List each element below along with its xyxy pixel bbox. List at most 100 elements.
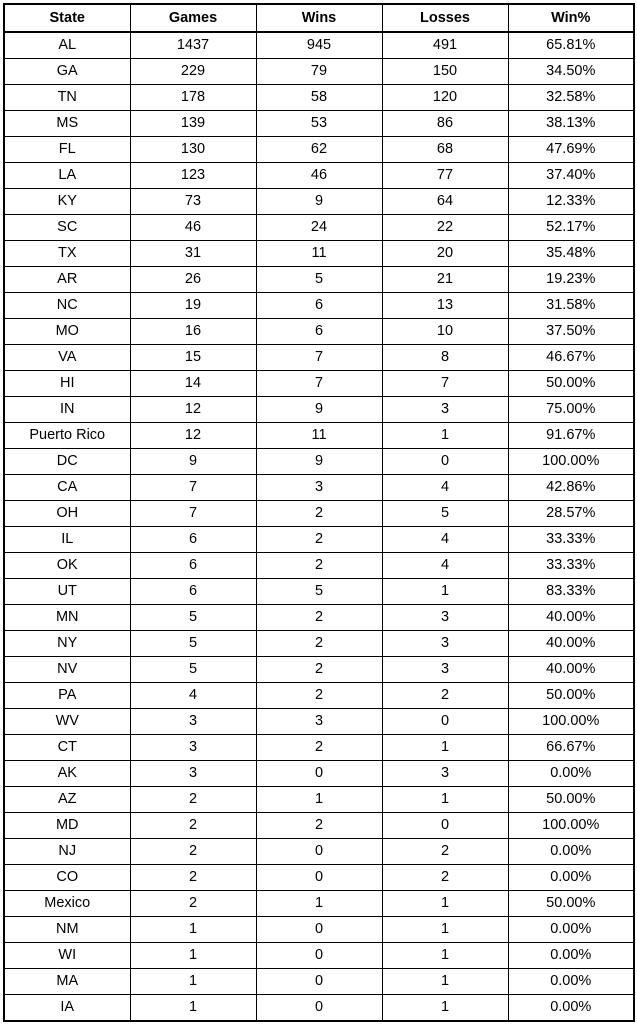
state-cell[interactable]: Mexico xyxy=(3,890,131,917)
games-cell[interactable]: 3 xyxy=(129,760,257,787)
header-games[interactable]: Games xyxy=(129,3,257,33)
games-cell[interactable]: 7 xyxy=(129,474,257,501)
state-cell[interactable]: CA xyxy=(3,474,131,501)
games-cell[interactable]: 19 xyxy=(129,292,257,319)
win-pct-cell[interactable]: 35.48% xyxy=(507,240,635,267)
wins-cell[interactable]: 2 xyxy=(255,604,383,631)
games-cell[interactable]: 4 xyxy=(129,682,257,709)
win-pct-cell[interactable]: 91.67% xyxy=(507,422,635,449)
win-pct-cell[interactable]: 83.33% xyxy=(507,578,635,605)
win-pct-cell[interactable]: 100.00% xyxy=(507,708,635,735)
wins-cell[interactable]: 0 xyxy=(255,916,383,943)
losses-cell[interactable]: 3 xyxy=(381,630,509,657)
win-pct-cell[interactable]: 0.00% xyxy=(507,916,635,943)
games-cell[interactable]: 130 xyxy=(129,136,257,163)
state-cell[interactable]: TX xyxy=(3,240,131,267)
losses-cell[interactable]: 1 xyxy=(381,916,509,943)
games-cell[interactable]: 1 xyxy=(129,942,257,969)
games-cell[interactable]: 2 xyxy=(129,890,257,917)
losses-cell[interactable]: 77 xyxy=(381,162,509,189)
state-cell[interactable]: UT xyxy=(3,578,131,605)
state-cell[interactable]: NJ xyxy=(3,838,131,865)
losses-cell[interactable]: 1 xyxy=(381,942,509,969)
losses-cell[interactable]: 0 xyxy=(381,448,509,475)
losses-cell[interactable]: 3 xyxy=(381,656,509,683)
state-cell[interactable]: AL xyxy=(3,31,131,59)
state-cell[interactable]: AZ xyxy=(3,786,131,813)
state-cell[interactable]: TN xyxy=(3,84,131,111)
losses-cell[interactable]: 491 xyxy=(381,31,509,59)
losses-cell[interactable]: 2 xyxy=(381,682,509,709)
wins-cell[interactable]: 0 xyxy=(255,838,383,865)
state-cell[interactable]: OH xyxy=(3,500,131,527)
losses-cell[interactable]: 10 xyxy=(381,318,509,345)
state-cell[interactable]: NC xyxy=(3,292,131,319)
wins-cell[interactable]: 2 xyxy=(255,526,383,553)
state-cell[interactable]: GA xyxy=(3,58,131,85)
state-cell[interactable]: AK xyxy=(3,760,131,787)
win-pct-cell[interactable]: 33.33% xyxy=(507,552,635,579)
wins-cell[interactable]: 6 xyxy=(255,318,383,345)
win-pct-cell[interactable]: 66.67% xyxy=(507,734,635,761)
losses-cell[interactable]: 3 xyxy=(381,396,509,423)
state-cell[interactable]: VA xyxy=(3,344,131,371)
win-pct-cell[interactable]: 65.81% xyxy=(507,31,635,59)
games-cell[interactable]: 229 xyxy=(129,58,257,85)
wins-cell[interactable]: 46 xyxy=(255,162,383,189)
losses-cell[interactable]: 1 xyxy=(381,968,509,995)
wins-cell[interactable]: 62 xyxy=(255,136,383,163)
state-cell[interactable]: IL xyxy=(3,526,131,553)
losses-cell[interactable]: 0 xyxy=(381,708,509,735)
wins-cell[interactable]: 5 xyxy=(255,266,383,293)
state-cell[interactable]: NY xyxy=(3,630,131,657)
wins-cell[interactable]: 7 xyxy=(255,370,383,397)
state-cell[interactable]: LA xyxy=(3,162,131,189)
state-cell[interactable]: PA xyxy=(3,682,131,709)
wins-cell[interactable]: 0 xyxy=(255,760,383,787)
losses-cell[interactable]: 4 xyxy=(381,552,509,579)
wins-cell[interactable]: 2 xyxy=(255,552,383,579)
win-pct-cell[interactable]: 0.00% xyxy=(507,994,635,1022)
header-wins[interactable]: Wins xyxy=(255,3,383,33)
games-cell[interactable]: 6 xyxy=(129,526,257,553)
state-cell[interactable]: MS xyxy=(3,110,131,137)
wins-cell[interactable]: 9 xyxy=(255,188,383,215)
losses-cell[interactable]: 21 xyxy=(381,266,509,293)
games-cell[interactable]: 73 xyxy=(129,188,257,215)
games-cell[interactable]: 3 xyxy=(129,708,257,735)
wins-cell[interactable]: 1 xyxy=(255,786,383,813)
games-cell[interactable]: 123 xyxy=(129,162,257,189)
state-cell[interactable]: DC xyxy=(3,448,131,475)
win-pct-cell[interactable]: 75.00% xyxy=(507,396,635,423)
games-cell[interactable]: 3 xyxy=(129,734,257,761)
games-cell[interactable]: 15 xyxy=(129,344,257,371)
losses-cell[interactable]: 13 xyxy=(381,292,509,319)
win-pct-cell[interactable]: 38.13% xyxy=(507,110,635,137)
win-pct-cell[interactable]: 32.58% xyxy=(507,84,635,111)
losses-cell[interactable]: 64 xyxy=(381,188,509,215)
games-cell[interactable]: 5 xyxy=(129,604,257,631)
win-pct-cell[interactable]: 33.33% xyxy=(507,526,635,553)
wins-cell[interactable]: 7 xyxy=(255,344,383,371)
games-cell[interactable]: 5 xyxy=(129,656,257,683)
state-cell[interactable]: HI xyxy=(3,370,131,397)
losses-cell[interactable]: 8 xyxy=(381,344,509,371)
losses-cell[interactable]: 20 xyxy=(381,240,509,267)
wins-cell[interactable]: 2 xyxy=(255,656,383,683)
state-cell[interactable]: WI xyxy=(3,942,131,969)
win-pct-cell[interactable]: 0.00% xyxy=(507,838,635,865)
header-losses[interactable]: Losses xyxy=(381,3,509,33)
losses-cell[interactable]: 5 xyxy=(381,500,509,527)
win-pct-cell[interactable]: 37.40% xyxy=(507,162,635,189)
games-cell[interactable]: 7 xyxy=(129,500,257,527)
wins-cell[interactable]: 24 xyxy=(255,214,383,241)
games-cell[interactable]: 1 xyxy=(129,994,257,1022)
losses-cell[interactable]: 22 xyxy=(381,214,509,241)
wins-cell[interactable]: 2 xyxy=(255,630,383,657)
win-pct-cell[interactable]: 46.67% xyxy=(507,344,635,371)
wins-cell[interactable]: 2 xyxy=(255,500,383,527)
win-pct-cell[interactable]: 100.00% xyxy=(507,448,635,475)
wins-cell[interactable]: 79 xyxy=(255,58,383,85)
state-cell[interactable]: WV xyxy=(3,708,131,735)
games-cell[interactable]: 16 xyxy=(129,318,257,345)
